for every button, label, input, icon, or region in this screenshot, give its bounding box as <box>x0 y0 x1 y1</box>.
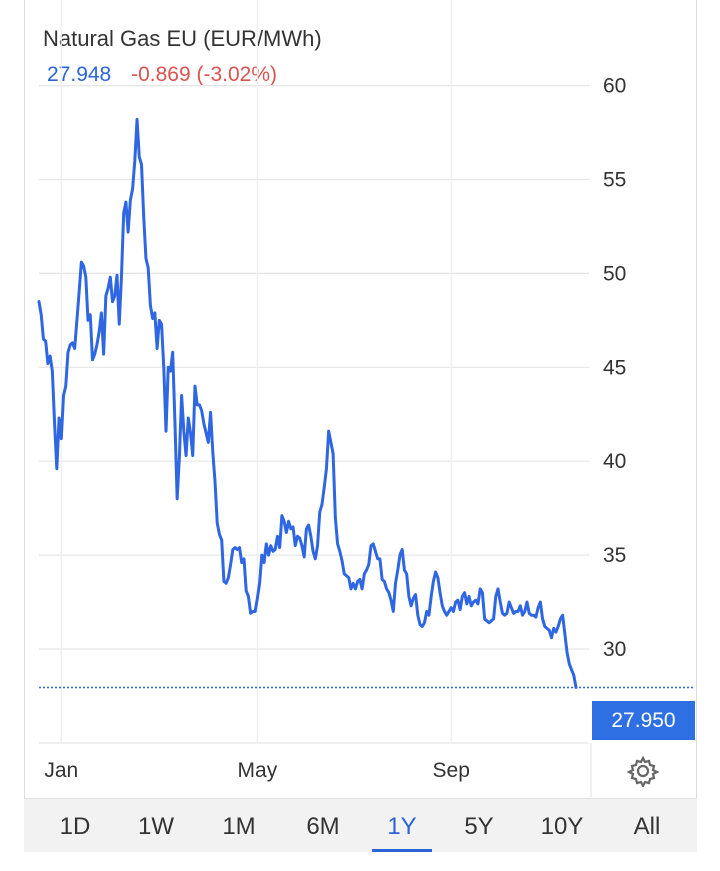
y-tick-label: 40 <box>603 450 626 473</box>
quote-summary: 27.948 -0.869 (-3.02%) <box>47 63 277 87</box>
tab-5y[interactable]: 5Y <box>464 813 494 840</box>
price-change: -0.869 (-3.02%) <box>131 63 277 86</box>
y-axis: 30 35 40 45 50 55 60 <box>603 75 626 661</box>
y-tick-label: 55 <box>603 169 626 192</box>
tab-1w[interactable]: 1W <box>138 813 174 840</box>
x-axis: Jan May Sep <box>44 759 470 782</box>
tab-1d[interactable]: 1D <box>59 813 91 840</box>
timeframe-tabs: 1D 1W 1M 6M 1Y 5Y 10Y All <box>24 798 697 852</box>
y-tick-label: 50 <box>603 262 626 285</box>
instrument-title: Natural Gas EU (EUR/MWh) <box>43 26 322 51</box>
price-chart[interactable]: 30 35 40 45 50 55 60 Jan May Sep <box>0 0 720 800</box>
y-tick-label: 35 <box>603 544 626 567</box>
x-tick-label: Jan <box>44 759 78 782</box>
grid-lines <box>39 0 592 797</box>
tab-1y[interactable]: 1Y <box>367 799 437 852</box>
y-tick-label: 45 <box>603 356 626 379</box>
gear-icon[interactable] <box>626 755 660 789</box>
tab-all[interactable]: All <box>633 813 661 840</box>
last-price-label: 27.950 <box>592 701 695 740</box>
tab-10y[interactable]: 10Y <box>540 813 584 840</box>
x-tick-label: Sep <box>433 759 470 782</box>
last-value: 27.948 <box>47 63 112 86</box>
tab-1m[interactable]: 1M <box>222 813 256 840</box>
y-tick-label: 60 <box>603 75 626 98</box>
price-series-line[interactable] <box>37 117 578 689</box>
y-tick-label: 30 <box>603 638 626 661</box>
tab-6m[interactable]: 6M <box>306 813 340 840</box>
x-tick-label: May <box>238 759 278 782</box>
